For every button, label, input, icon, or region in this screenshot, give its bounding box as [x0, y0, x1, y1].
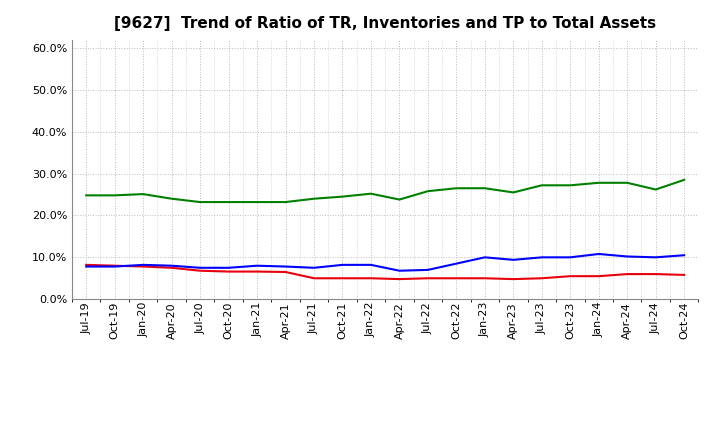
Trade Payables — [196, 199, 204, 205]
Trade Payables — [310, 196, 318, 202]
Trade Receivables — [680, 272, 688, 278]
Inventories — [595, 251, 603, 257]
Trade Payables — [537, 183, 546, 188]
Trade Receivables — [167, 265, 176, 271]
Trade Receivables — [338, 275, 347, 281]
Trade Payables — [623, 180, 631, 185]
Inventories — [282, 264, 290, 269]
Trade Receivables — [253, 269, 261, 274]
Inventories — [196, 265, 204, 271]
Trade Receivables — [566, 274, 575, 279]
Inventories — [395, 268, 404, 273]
Inventories — [139, 262, 148, 268]
Inventories — [338, 262, 347, 268]
Line: Inventories: Inventories — [86, 254, 684, 271]
Line: Trade Receivables: Trade Receivables — [86, 265, 684, 279]
Inventories — [366, 262, 375, 268]
Trade Payables — [110, 193, 119, 198]
Trade Payables — [139, 191, 148, 197]
Trade Receivables — [139, 264, 148, 269]
Trade Receivables — [452, 275, 461, 281]
Inventories — [566, 255, 575, 260]
Trade Payables — [225, 199, 233, 205]
Trade Receivables — [366, 275, 375, 281]
Trade Payables — [395, 197, 404, 202]
Inventories — [680, 253, 688, 258]
Inventories — [509, 257, 518, 263]
Trade Payables — [595, 180, 603, 185]
Trade Receivables — [480, 275, 489, 281]
Trade Receivables — [110, 263, 119, 268]
Trade Payables — [82, 193, 91, 198]
Inventories — [452, 261, 461, 266]
Inventories — [253, 263, 261, 268]
Trade Payables — [282, 199, 290, 205]
Line: Trade Payables: Trade Payables — [86, 180, 684, 202]
Inventories — [310, 265, 318, 271]
Trade Receivables — [310, 275, 318, 281]
Trade Receivables — [537, 275, 546, 281]
Trade Receivables — [423, 275, 432, 281]
Trade Payables — [366, 191, 375, 196]
Trade Payables — [680, 177, 688, 183]
Trade Receivables — [509, 276, 518, 282]
Trade Payables — [423, 188, 432, 194]
Trade Payables — [338, 194, 347, 199]
Trade Receivables — [82, 262, 91, 268]
Trade Payables — [566, 183, 575, 188]
Trade Receivables — [395, 276, 404, 282]
Inventories — [167, 263, 176, 268]
Trade Receivables — [196, 268, 204, 273]
Trade Payables — [167, 196, 176, 202]
Title: [9627]  Trend of Ratio of TR, Inventories and TP to Total Assets: [9627] Trend of Ratio of TR, Inventories… — [114, 16, 656, 32]
Trade Receivables — [225, 269, 233, 274]
Inventories — [110, 264, 119, 269]
Trade Payables — [480, 186, 489, 191]
Trade Receivables — [282, 269, 290, 275]
Trade Receivables — [595, 274, 603, 279]
Trade Receivables — [623, 271, 631, 277]
Trade Payables — [509, 190, 518, 195]
Inventories — [423, 267, 432, 272]
Inventories — [623, 254, 631, 259]
Inventories — [652, 255, 660, 260]
Inventories — [225, 265, 233, 271]
Trade Payables — [452, 186, 461, 191]
Trade Receivables — [652, 271, 660, 277]
Inventories — [480, 255, 489, 260]
Inventories — [537, 255, 546, 260]
Inventories — [82, 264, 91, 269]
Trade Payables — [253, 199, 261, 205]
Trade Payables — [652, 187, 660, 192]
